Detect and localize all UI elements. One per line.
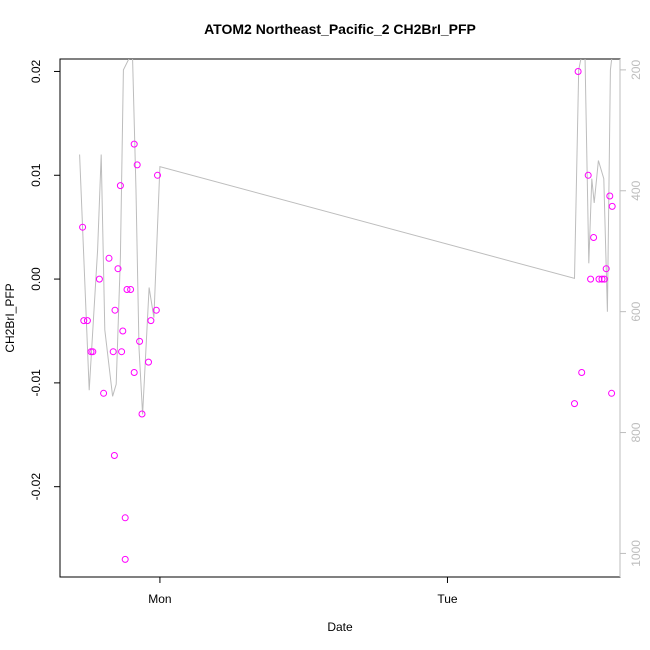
- y-tick-label: 0.00: [29, 267, 43, 291]
- data-point: [121, 514, 129, 522]
- data-point: [127, 286, 135, 293]
- data-point: [154, 171, 161, 179]
- y-tick-label: 0.01: [29, 163, 43, 187]
- data-point: [595, 275, 603, 283]
- data-point: [152, 306, 160, 314]
- altitude-line: [79, 59, 613, 415]
- data-point: [133, 161, 141, 169]
- points-layer: [79, 68, 616, 563]
- y-tick-label: 0.02: [29, 59, 43, 83]
- chart-title: ATOM2 Northeast_Pacific_2 CH2BrI_PFP: [204, 21, 476, 37]
- data-point: [571, 400, 578, 408]
- data-point: [602, 265, 610, 273]
- data-point: [111, 306, 119, 314]
- data-point: [119, 327, 127, 335]
- y-tick-label: -0.02: [29, 473, 43, 501]
- data-point: [79, 223, 87, 231]
- data-point: [574, 68, 582, 75]
- data-point: [83, 317, 91, 325]
- data-point: [118, 348, 126, 356]
- x-tick-label: Mon: [148, 592, 171, 606]
- x-tick-label: Tue: [437, 592, 458, 606]
- data-point: [598, 275, 606, 283]
- data-point: [608, 389, 616, 397]
- y-axis-label: CH2BrI_PFP: [3, 283, 17, 352]
- x-axis-label: Date: [327, 620, 353, 634]
- y2-tick-label: 200: [629, 60, 643, 80]
- data-point: [95, 275, 103, 283]
- data-point: [100, 389, 108, 397]
- data-point: [145, 358, 152, 366]
- data-point: [116, 182, 124, 190]
- data-point: [109, 348, 117, 356]
- data-point: [136, 337, 144, 345]
- data-point: [147, 317, 155, 325]
- y-tick-label: -0.01: [29, 369, 43, 397]
- data-point: [110, 452, 118, 459]
- data-point: [608, 202, 616, 210]
- data-point: [584, 171, 592, 179]
- data-point: [138, 410, 146, 418]
- data-point: [80, 317, 88, 325]
- data-point: [590, 234, 598, 241]
- y2-tick-label: 1000: [629, 540, 643, 567]
- plot-frame: [59, 58, 621, 578]
- data-point: [578, 369, 586, 376]
- data-point: [123, 286, 131, 293]
- y2-tick-label: 600: [629, 301, 643, 321]
- data-point: [114, 265, 122, 273]
- data-point: [130, 140, 138, 148]
- data-point: [121, 555, 129, 563]
- data-point: [130, 369, 138, 376]
- altitude-line-layer: [79, 59, 613, 415]
- data-point: [89, 348, 97, 356]
- data-point: [105, 254, 113, 262]
- data-point: [600, 275, 608, 283]
- y2-tick-label: 800: [629, 422, 643, 442]
- axes-layer: -0.02 -0.01 0.00 0.01 0.02 200 400 600 800 1000 Mo…: [29, 59, 643, 606]
- data-point: [606, 192, 614, 200]
- data-point: [587, 275, 595, 283]
- y2-tick-label: 400: [629, 180, 643, 200]
